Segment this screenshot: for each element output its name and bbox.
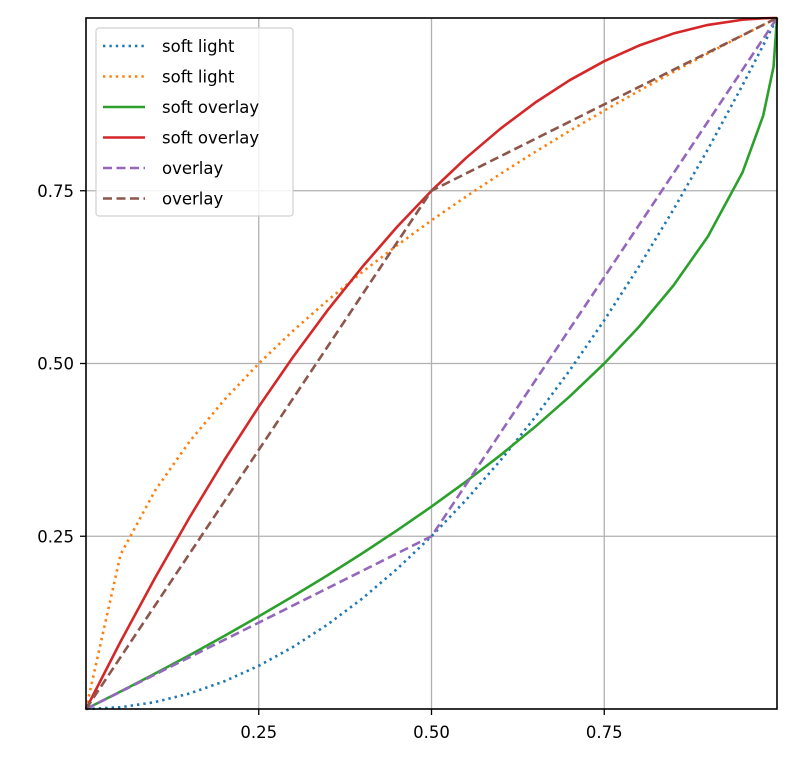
legend-label: overlay xyxy=(162,190,223,209)
series-line-3 xyxy=(84,16,777,710)
y-tick-label: 0.75 xyxy=(37,182,74,201)
legend-label: soft light xyxy=(162,37,235,56)
legend-label: overlay xyxy=(162,159,223,178)
y-tick-label: 0.50 xyxy=(37,355,74,374)
legend: soft light soft light soft overlay soft ove… xyxy=(95,27,294,217)
plot-series xyxy=(84,16,779,711)
y-axis: 0.25 0.50 0.75 xyxy=(37,182,86,546)
series-line-2 xyxy=(85,17,779,711)
legend-box xyxy=(95,27,294,217)
series-line-4 xyxy=(85,17,779,711)
legend-label: soft overlay xyxy=(162,129,259,148)
x-tick-label: 0.50 xyxy=(413,723,450,742)
x-axis: 0.25 0.50 0.75 xyxy=(240,709,623,742)
y-tick-label: 0.25 xyxy=(37,527,74,546)
x-tick-label: 0.75 xyxy=(586,723,623,742)
series-line-0 xyxy=(85,17,779,711)
x-tick-label: 0.25 xyxy=(240,723,277,742)
legend-label: soft overlay xyxy=(162,98,259,117)
series-line-1 xyxy=(84,16,778,710)
legend-label: soft light xyxy=(162,68,235,87)
